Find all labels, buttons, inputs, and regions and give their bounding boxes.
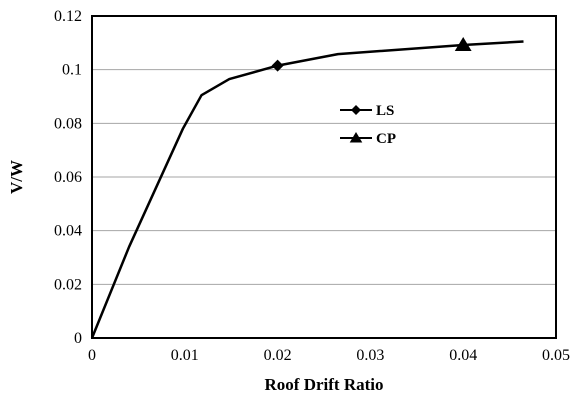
plot-area-frame [91,15,557,339]
x-tick-label: 0 [88,347,96,364]
y-tick-label: 0 [74,330,82,347]
y-tick-labels: 0 0.02 0.04 0.06 0.08 0.1 0.12 [54,8,82,347]
legend-ls-diamond-icon [351,105,361,115]
y-tick-label: 0.04 [54,223,82,240]
legend-cp-label: CP [376,131,396,147]
legend-item-cp: CP [340,131,396,147]
legend: LS CP [340,103,396,147]
y-tick-label: 0.1 [62,62,82,79]
x-tick-label: 0.01 [171,347,199,364]
y-tick-label: 0.12 [54,8,82,25]
x-tick-label: 0.04 [449,347,477,364]
x-axis-title: Roof Drift Ratio [265,375,384,394]
y-axis-title: V/W [7,160,26,194]
marker-cp [454,36,472,51]
pushover-curve [90,40,524,339]
curve-layer [90,36,524,339]
y-tick-label: 0.06 [54,169,82,186]
grid-lines [92,69,556,285]
x-tick-label: 0.03 [356,347,384,364]
legend-item-ls: LS [340,103,394,119]
y-tick-label: 0.08 [54,115,82,132]
y-tick-label: 0.02 [54,276,82,293]
legend-cp-triangle-icon [349,132,363,143]
x-tick-label: 0.02 [264,347,292,364]
x-tick-label: 0.05 [542,347,570,364]
legend-ls-label: LS [376,103,394,119]
marker-ls [271,59,284,72]
x-tick-labels: 0 0.01 0.02 0.03 0.04 0.05 [88,347,570,364]
